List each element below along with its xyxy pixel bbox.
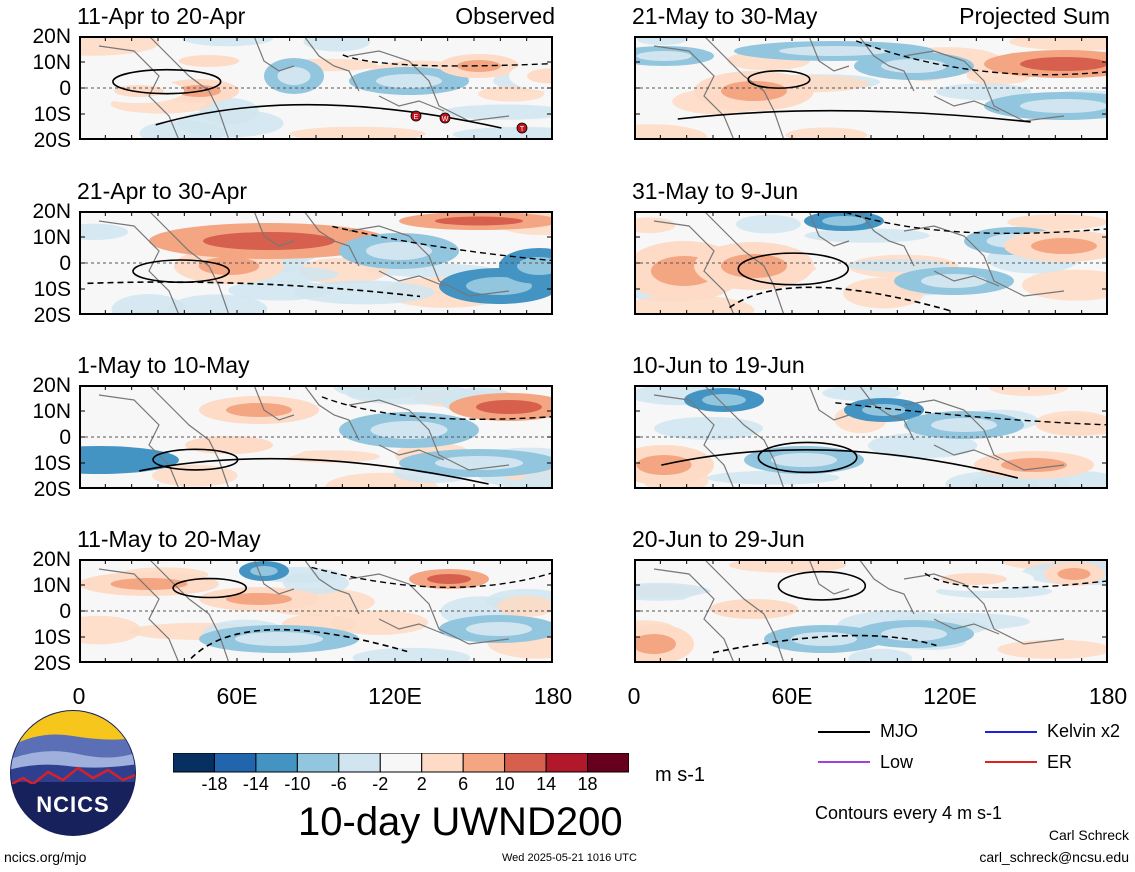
- url: ncics.org/mjo: [4, 849, 87, 865]
- colorbar-swatch: [338, 752, 381, 773]
- main-title: 10-day UWND200: [298, 800, 623, 844]
- y-tick-label: 20S: [33, 652, 71, 675]
- panel-title: 10-Jun to 19-Jun: [632, 352, 805, 378]
- storm-marker: E: [410, 110, 422, 122]
- colorbar-tick-label: -10: [284, 774, 311, 794]
- y-tick-label: 10N: [32, 574, 71, 597]
- x-tick-label: 60E: [771, 683, 813, 709]
- y-tick-label: 10N: [32, 226, 71, 249]
- author: Carl Schreck: [1048, 827, 1129, 843]
- colorbar-swatch: [213, 752, 257, 773]
- legend-lines: [818, 731, 1037, 763]
- x-tick-label: 0: [627, 683, 641, 709]
- colorbar-swatch: [379, 752, 423, 773]
- y-tick-label: 20N: [32, 374, 71, 397]
- svg-text:E: E: [414, 114, 419, 121]
- panel-map: [79, 211, 553, 315]
- storm-marker: T: [516, 122, 528, 134]
- timestamp: Wed 2025-05-21 1016 UTC: [502, 852, 637, 864]
- x-tick-label: 180: [1088, 683, 1128, 709]
- logo-icon: [10, 710, 136, 836]
- colorbar-tick-label: 14: [536, 774, 557, 794]
- projected-label: Projected Sum: [959, 3, 1110, 29]
- y-tick-label: 10N: [32, 400, 71, 423]
- y-tick-label: 20N: [32, 548, 71, 571]
- panel-map: [634, 211, 1108, 315]
- y-tick-label: 20N: [32, 25, 71, 48]
- panel-title: 11-Apr to 20-Apr: [77, 3, 246, 29]
- y-tick-label: 0: [59, 426, 71, 449]
- colorbar-swatch: [296, 752, 340, 773]
- colorbar-swatch: [172, 752, 215, 773]
- legend-kelvin: Kelvin x2: [1047, 721, 1121, 741]
- colorbar-swatches: [172, 752, 630, 773]
- y-tick-label: 0: [59, 77, 71, 100]
- colorbar-tick-label: -14: [242, 774, 269, 794]
- panel-map: [79, 385, 553, 489]
- colorbar-tick-label: -18: [201, 774, 228, 794]
- panel-map: [634, 385, 1108, 489]
- colorbar-tick-label: 6: [458, 774, 469, 794]
- x-tick-label: 0: [72, 683, 86, 709]
- y-tick-label: 20N: [32, 200, 71, 223]
- y-tick-label: 0: [59, 252, 71, 275]
- y-tick-label: 20S: [33, 129, 71, 152]
- panel-map: [79, 559, 553, 663]
- y-tick-label: 20S: [33, 478, 71, 501]
- logo-text: NCICS: [36, 792, 110, 817]
- panel-title: 1-May to 10-May: [77, 352, 250, 378]
- colorbar: [172, 752, 630, 778]
- panel-title: 21-Apr to 30-Apr: [77, 178, 248, 204]
- panel-title: 11-May to 20-May: [77, 526, 261, 552]
- colorbar-tick-label: 10: [494, 774, 515, 794]
- y-tick-label: 10S: [33, 278, 71, 301]
- y-tick-label: 0: [59, 600, 71, 623]
- x-tick-label: 60E: [216, 683, 258, 709]
- contour-note: Contours every 4 m s-1: [815, 803, 1003, 823]
- observed-label: Observed: [455, 3, 555, 29]
- colorbar-swatch: [462, 752, 506, 773]
- colorbar-tick-label: -2: [372, 774, 389, 794]
- y-tick-label: 10N: [32, 51, 71, 74]
- colorbar-swatch: [587, 752, 630, 773]
- svg-text:W: W: [442, 116, 449, 123]
- legend-mjo: MJO: [880, 721, 918, 741]
- colorbar-swatch: [255, 752, 298, 773]
- legend-er: ER: [1047, 752, 1073, 772]
- email: carl_schreck@ncsu.edu: [979, 849, 1129, 865]
- panel-map: E W T: [79, 36, 553, 140]
- x-tick-label: 180: [533, 683, 573, 709]
- y-tick-label: 10S: [33, 103, 71, 126]
- x-tick-label: 120E: [923, 683, 977, 709]
- colorbar-swatch: [421, 752, 464, 773]
- colorbar-swatch: [545, 752, 589, 773]
- panel-title: 21-May to 30-May: [632, 3, 818, 29]
- colorbar-tick-label: -6: [330, 774, 347, 794]
- y-tick-label: 20S: [33, 304, 71, 327]
- colorbar-tick-label: 18: [577, 774, 598, 794]
- y-tick-label: 10S: [33, 626, 71, 649]
- panel-title: 20-Jun to 29-Jun: [632, 526, 805, 552]
- colorbar-tick-label: 2: [416, 774, 427, 794]
- ncics-logo: NCICS: [8, 708, 138, 843]
- colorbar-swatch: [504, 752, 547, 773]
- legend-low: Low: [880, 752, 914, 772]
- panel-map: [634, 559, 1108, 663]
- colorbar-units: m s-1: [655, 764, 705, 786]
- panel-title: 31-May to 9-Jun: [632, 178, 799, 204]
- panel-map: [634, 36, 1108, 140]
- svg-text:T: T: [520, 126, 525, 133]
- x-tick-label: 120E: [368, 683, 422, 709]
- y-tick-label: 10S: [33, 452, 71, 475]
- storm-marker: W: [439, 112, 451, 124]
